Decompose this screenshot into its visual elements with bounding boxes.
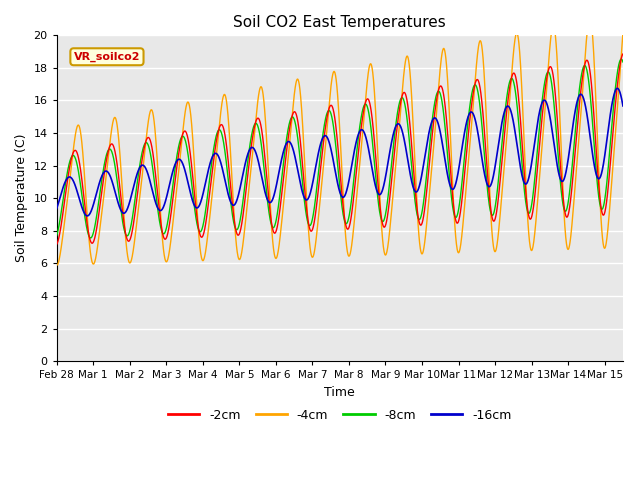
- X-axis label: Time: Time: [324, 386, 355, 399]
- Line: -2cm: -2cm: [57, 54, 623, 244]
- -4cm: [619, 30, 627, 36]
- Y-axis label: Soil Temperature (C): Soil Temperature (C): [15, 134, 28, 263]
- -8cm: [86, 235, 94, 241]
- Text: VR_soilco2: VR_soilco2: [74, 52, 140, 62]
- -16cm: [270, 192, 278, 198]
- -2cm: [151, 166, 159, 172]
- -4cm: [118, 174, 125, 180]
- -16cm: [547, 120, 555, 126]
- -4cm: [270, 250, 278, 255]
- -16cm: [53, 206, 61, 212]
- -16cm: [118, 208, 125, 214]
- Line: -8cm: -8cm: [57, 59, 623, 238]
- Title: Soil CO2 East Temperatures: Soil CO2 East Temperatures: [234, 15, 446, 30]
- -2cm: [619, 51, 627, 57]
- -16cm: [608, 101, 616, 107]
- -8cm: [118, 211, 125, 217]
- -4cm: [547, 33, 555, 39]
- -4cm: [151, 128, 159, 133]
- Legend: -2cm, -4cm, -8cm, -16cm: -2cm, -4cm, -8cm, -16cm: [163, 404, 517, 427]
- -16cm: [83, 213, 91, 219]
- Line: -4cm: -4cm: [57, 18, 623, 265]
- -2cm: [294, 122, 302, 128]
- -8cm: [619, 59, 627, 65]
- -8cm: [295, 142, 303, 148]
- -8cm: [53, 233, 61, 239]
- -2cm: [53, 241, 61, 247]
- -4cm: [53, 262, 61, 268]
- -4cm: [609, 173, 616, 179]
- -2cm: [270, 229, 278, 235]
- -8cm: [270, 224, 278, 230]
- -16cm: [295, 172, 303, 178]
- -2cm: [547, 64, 555, 70]
- -4cm: [295, 78, 303, 84]
- -8cm: [151, 184, 159, 190]
- Line: -16cm: -16cm: [57, 88, 623, 216]
- -2cm: [117, 198, 125, 204]
- -16cm: [619, 103, 627, 109]
- -8cm: [547, 77, 555, 83]
- -2cm: [608, 143, 616, 149]
- -4cm: [586, 15, 594, 21]
- -16cm: [613, 85, 621, 91]
- -8cm: [618, 56, 625, 62]
- -8cm: [608, 121, 616, 127]
- -4cm: [53, 262, 61, 268]
- -16cm: [151, 198, 159, 204]
